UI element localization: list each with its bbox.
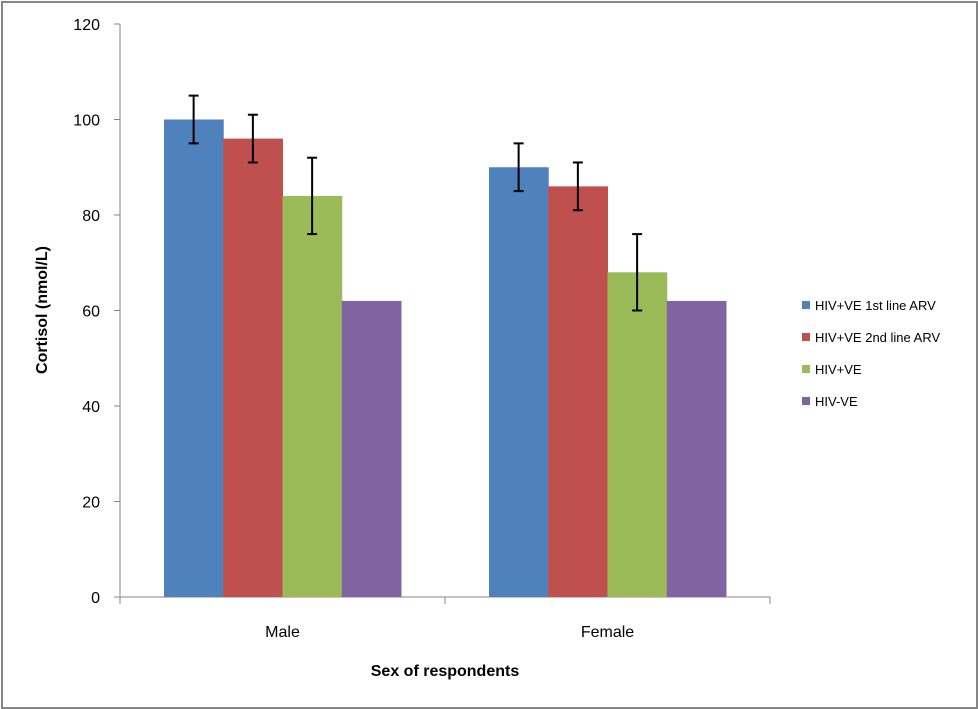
legend-item: HIV+VE 1st line ARV — [802, 298, 936, 313]
y-axis: 0 20 40 60 80 100 120 — [73, 17, 121, 607]
bar-hiv-ve-2nd-line-arv-female — [548, 186, 608, 597]
bar-hiv-ve-male — [341, 300, 402, 597]
legend-label: HIV+VE — [815, 362, 862, 377]
legend-swatch — [802, 301, 810, 309]
y-tick-label: 120 — [73, 17, 100, 34]
legend-item: HIV+VE 2nd line ARV — [802, 330, 940, 345]
error-bar — [572, 161, 583, 212]
y-axis-title: Cortisol (nmol/L) — [34, 246, 51, 374]
x-axis: Male Female — [119, 596, 771, 641]
error-bar — [513, 142, 524, 193]
error-bar — [247, 113, 258, 164]
bar-hiv-ve-female — [666, 300, 727, 597]
legend-label: HIV+VE 1st line ARV — [815, 298, 936, 313]
bars — [164, 119, 727, 597]
legend-item: HIV+VE — [802, 362, 862, 377]
x-axis-title: Sex of respondents — [371, 663, 520, 680]
x-tick-label: Male — [265, 624, 300, 641]
error-bar — [188, 94, 199, 145]
bar-hiv-ve-1st-line-arv-female — [489, 167, 549, 597]
error-bar — [307, 156, 318, 236]
y-tick-label: 0 — [91, 590, 100, 607]
error-bar — [632, 233, 643, 312]
legend-label: HIV+VE 2nd line ARV — [815, 330, 940, 345]
legend-swatch — [802, 397, 810, 405]
bar-hiv-ve-1st-line-arv-male — [164, 119, 224, 597]
error-bars — [188, 94, 643, 312]
legend-label: HIV-VE — [815, 394, 858, 409]
legend-swatch — [802, 365, 810, 373]
legend-item: HIV-VE — [802, 394, 858, 409]
legend: HIV+VE 1st line ARV HIV+VE 2nd line ARV HI… — [802, 298, 940, 409]
legend-swatch — [802, 333, 810, 341]
bar-hiv-ve-2nd-line-arv-male — [223, 138, 283, 597]
x-tick-label: Female — [581, 624, 634, 641]
y-tick-label: 60 — [82, 304, 100, 321]
bar-hiv-ve-female — [607, 272, 668, 597]
y-tick-label: 100 — [73, 113, 100, 130]
y-tick-label: 80 — [82, 208, 100, 225]
bar-hiv-ve-male — [282, 195, 343, 597]
y-tick-label: 20 — [82, 495, 100, 512]
y-tick-label: 40 — [82, 399, 100, 416]
